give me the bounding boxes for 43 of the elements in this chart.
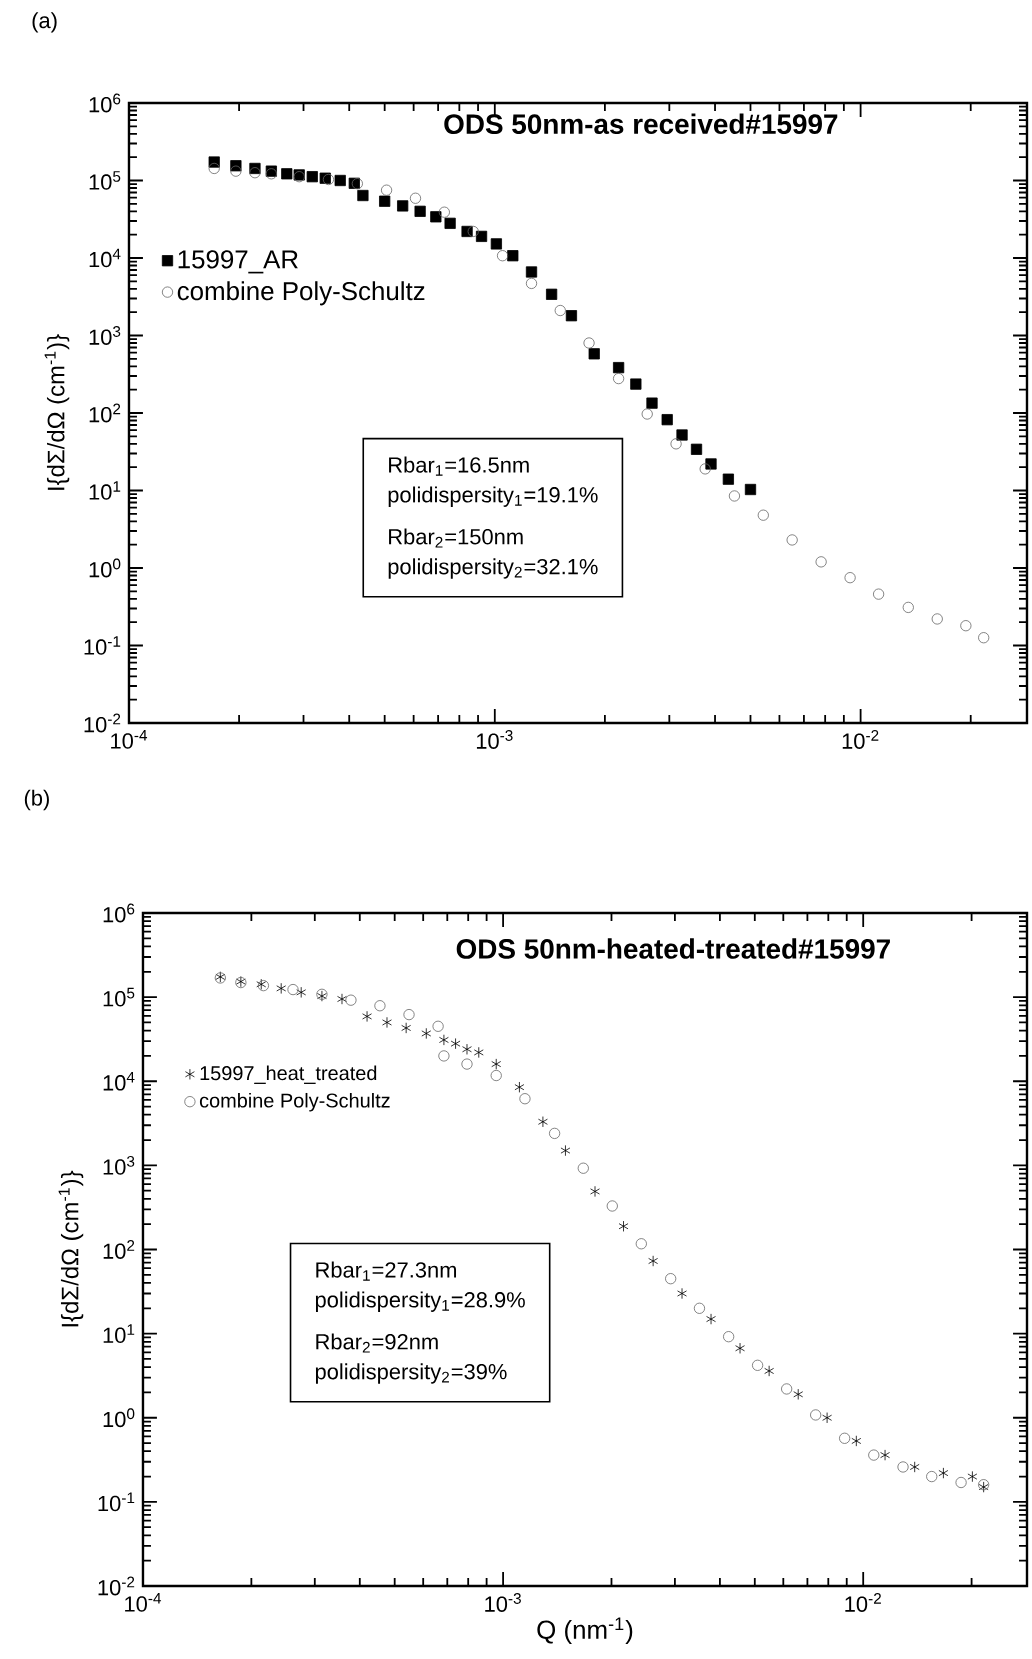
y-tick-label: 10$^{-1}$ xyxy=(98,1492,135,1512)
annotation: polidispersity$_{1}$=28.9% xyxy=(315,1291,525,1312)
annotation: Rbar$_{2}$=150nm xyxy=(389,528,523,548)
text: (b) xyxy=(24,789,49,811)
annotation: polidispersity$_{2}$=39% xyxy=(315,1363,507,1384)
y-tick-label: 10$^{5}$ xyxy=(103,987,135,1007)
y-tick-label: 10$^{3}$ xyxy=(89,326,121,345)
y-tick-label: 10$^{2}$ xyxy=(103,1240,135,1259)
y-tick-label: 10$^{-2}$ xyxy=(84,713,121,733)
annotation: Rbar$_{1}$=16.5nm xyxy=(389,456,529,476)
y-tick-label: 10$^{3}$ xyxy=(103,1155,135,1175)
x-tick-label: 10$^{-4}$ xyxy=(125,1593,162,1612)
y-tick-label: 10$^{4}$ xyxy=(89,248,121,268)
y-tick-label: 10$^{1}$ xyxy=(103,1324,135,1343)
y-tick-label: 10$^{2}$ xyxy=(89,403,121,423)
annotation: polidispersity$_{1}$=19.1% xyxy=(388,486,598,507)
x-tick-label: 10$^{-3}$ xyxy=(476,730,513,749)
legend-label: 15997_heat_treated xyxy=(200,1065,377,1084)
legend-label: combine Poly-Schultz xyxy=(177,281,425,306)
y-tick-label: 10$^{5}$ xyxy=(89,171,121,190)
x-tick-label: 10$^{-3}$ xyxy=(485,1593,521,1612)
text: ODS 50nm-heated-treated#15997 xyxy=(456,938,890,959)
y-tick-label: 10$^{0}$ xyxy=(89,558,121,578)
x-tick-label: 10$^{-4}$ xyxy=(111,730,148,749)
x-tick-label: 10$^{-2}$ xyxy=(845,1593,881,1612)
y-tick-label: 10$^{4}$ xyxy=(103,1071,135,1091)
y-tick-label: 10$^{6}$ xyxy=(103,903,135,923)
y-axis-title: I{dΣ/dΩ (cm$^{-1}$)} xyxy=(44,334,70,490)
annotation: Rbar$_{2}$=92nm xyxy=(316,1333,438,1353)
text: (a) xyxy=(32,12,57,33)
chart-title: ODS 50nm-as received#15997 xyxy=(444,113,838,135)
y-tick-label: 10$^{0}$ xyxy=(103,1408,135,1428)
y-tick-label: 10$^{-1}$ xyxy=(84,636,121,655)
annotation: Rbar$_{1}$=27.3nm xyxy=(316,1261,457,1281)
legend-label: combine Poly-Schultz xyxy=(199,1092,390,1112)
y-tick-label: 10$^{1}$ xyxy=(89,481,121,500)
y-axis-title: I{dΣ/dΩ (cm$^{-1}$)} xyxy=(58,1170,84,1327)
legend-label: 15997_AR xyxy=(178,250,298,274)
y-tick-label: 10$^{6}$ xyxy=(89,93,121,113)
annotation: polidispersity$_{2}$=32.1% xyxy=(388,558,598,579)
x-tick-label: 10$^{-2}$ xyxy=(842,730,879,749)
x-axis-title: Q (nm$^{-1}$) xyxy=(537,1617,633,1645)
y-tick-label: 10$^{-2}$ xyxy=(98,1576,135,1596)
